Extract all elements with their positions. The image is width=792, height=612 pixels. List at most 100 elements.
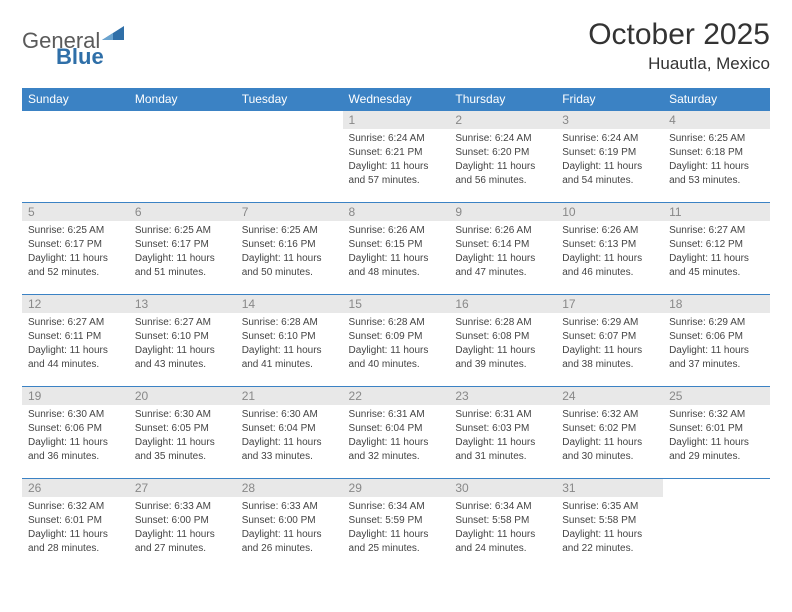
date-number: 1 xyxy=(343,111,450,129)
date-number: 31 xyxy=(556,479,663,497)
calendar-day-cell: 12Sunrise: 6:27 AMSunset: 6:11 PMDayligh… xyxy=(22,295,129,387)
location-label: Huautla, Mexico xyxy=(588,54,770,74)
day-detail: Sunrise: 6:33 AMSunset: 6:00 PMDaylight:… xyxy=(236,497,343,562)
date-number: 24 xyxy=(556,387,663,405)
day-detail: Sunrise: 6:25 AMSunset: 6:17 PMDaylight:… xyxy=(22,221,129,286)
date-number: 14 xyxy=(236,295,343,313)
day-sunset: Sunset: 6:10 PM xyxy=(242,330,337,343)
day-daylight2: and 30 minutes. xyxy=(562,450,657,463)
weekday-header: Sunday xyxy=(22,88,129,111)
day-daylight2: and 57 minutes. xyxy=(349,174,444,187)
day-daylight2: and 52 minutes. xyxy=(28,266,123,279)
day-sunset: Sunset: 6:10 PM xyxy=(135,330,230,343)
day-daylight1: Daylight: 11 hours xyxy=(562,344,657,357)
day-sunrise: Sunrise: 6:25 AM xyxy=(669,132,764,145)
calendar-day-cell: 17Sunrise: 6:29 AMSunset: 6:07 PMDayligh… xyxy=(556,295,663,387)
day-detail: Sunrise: 6:34 AMSunset: 5:58 PMDaylight:… xyxy=(449,497,556,562)
day-daylight2: and 27 minutes. xyxy=(135,542,230,555)
calendar-week-row: 19Sunrise: 6:30 AMSunset: 6:06 PMDayligh… xyxy=(22,387,770,479)
calendar-day-cell: 19Sunrise: 6:30 AMSunset: 6:06 PMDayligh… xyxy=(22,387,129,479)
day-detail: Sunrise: 6:27 AMSunset: 6:11 PMDaylight:… xyxy=(22,313,129,378)
day-sunrise: Sunrise: 6:28 AM xyxy=(349,316,444,329)
calendar-day-cell: 27Sunrise: 6:33 AMSunset: 6:00 PMDayligh… xyxy=(129,479,236,571)
day-daylight1: Daylight: 11 hours xyxy=(562,436,657,449)
day-sunrise: Sunrise: 6:33 AM xyxy=(135,500,230,513)
day-sunset: Sunset: 6:16 PM xyxy=(242,238,337,251)
date-number: 7 xyxy=(236,203,343,221)
day-sunrise: Sunrise: 6:26 AM xyxy=(349,224,444,237)
day-detail: Sunrise: 6:34 AMSunset: 5:59 PMDaylight:… xyxy=(343,497,450,562)
date-number: 25 xyxy=(663,387,770,405)
day-detail: Sunrise: 6:25 AMSunset: 6:16 PMDaylight:… xyxy=(236,221,343,286)
calendar-day-cell: 16Sunrise: 6:28 AMSunset: 6:08 PMDayligh… xyxy=(449,295,556,387)
day-sunrise: Sunrise: 6:34 AM xyxy=(349,500,444,513)
day-sunset: Sunset: 5:58 PM xyxy=(455,514,550,527)
day-sunset: Sunset: 6:15 PM xyxy=(349,238,444,251)
day-daylight2: and 46 minutes. xyxy=(562,266,657,279)
day-sunset: Sunset: 6:01 PM xyxy=(28,514,123,527)
calendar-day-cell: 23Sunrise: 6:31 AMSunset: 6:03 PMDayligh… xyxy=(449,387,556,479)
date-number: 9 xyxy=(449,203,556,221)
calendar-day-cell: 9Sunrise: 6:26 AMSunset: 6:14 PMDaylight… xyxy=(449,203,556,295)
day-detail: Sunrise: 6:28 AMSunset: 6:10 PMDaylight:… xyxy=(236,313,343,378)
day-daylight1: Daylight: 11 hours xyxy=(28,344,123,357)
day-daylight2: and 54 minutes. xyxy=(562,174,657,187)
day-detail: Sunrise: 6:24 AMSunset: 6:21 PMDaylight:… xyxy=(343,129,450,194)
page-header: General October 2025 Huautla, Mexico xyxy=(22,18,770,74)
day-sunrise: Sunrise: 6:24 AM xyxy=(562,132,657,145)
day-sunrise: Sunrise: 6:30 AM xyxy=(135,408,230,421)
day-sunrise: Sunrise: 6:29 AM xyxy=(562,316,657,329)
day-sunset: Sunset: 6:19 PM xyxy=(562,146,657,159)
day-detail: Sunrise: 6:24 AMSunset: 6:20 PMDaylight:… xyxy=(449,129,556,194)
day-daylight1: Daylight: 11 hours xyxy=(455,160,550,173)
calendar-day-cell: 7Sunrise: 6:25 AMSunset: 6:16 PMDaylight… xyxy=(236,203,343,295)
day-sunset: Sunset: 6:02 PM xyxy=(562,422,657,435)
date-number: 2 xyxy=(449,111,556,129)
day-sunset: Sunset: 6:04 PM xyxy=(242,422,337,435)
weekday-header: Friday xyxy=(556,88,663,111)
date-number: 26 xyxy=(22,479,129,497)
month-title: October 2025 xyxy=(588,18,770,52)
day-sunrise: Sunrise: 6:27 AM xyxy=(28,316,123,329)
calendar-day-cell: 26Sunrise: 6:32 AMSunset: 6:01 PMDayligh… xyxy=(22,479,129,571)
date-number: 10 xyxy=(556,203,663,221)
day-daylight1: Daylight: 11 hours xyxy=(135,436,230,449)
day-sunset: Sunset: 6:06 PM xyxy=(669,330,764,343)
day-daylight2: and 47 minutes. xyxy=(455,266,550,279)
day-daylight2: and 50 minutes. xyxy=(242,266,337,279)
day-sunrise: Sunrise: 6:24 AM xyxy=(455,132,550,145)
day-daylight2: and 45 minutes. xyxy=(669,266,764,279)
day-detail: Sunrise: 6:31 AMSunset: 6:03 PMDaylight:… xyxy=(449,405,556,470)
day-daylight1: Daylight: 11 hours xyxy=(455,436,550,449)
day-daylight2: and 25 minutes. xyxy=(349,542,444,555)
day-detail: Sunrise: 6:26 AMSunset: 6:13 PMDaylight:… xyxy=(556,221,663,286)
day-daylight2: and 56 minutes. xyxy=(455,174,550,187)
calendar-day-cell: 1Sunrise: 6:24 AMSunset: 6:21 PMDaylight… xyxy=(343,111,450,203)
calendar-day-cell: 15Sunrise: 6:28 AMSunset: 6:09 PMDayligh… xyxy=(343,295,450,387)
day-daylight2: and 29 minutes. xyxy=(669,450,764,463)
day-sunset: Sunset: 6:00 PM xyxy=(135,514,230,527)
day-sunrise: Sunrise: 6:27 AM xyxy=(669,224,764,237)
calendar-day-cell xyxy=(129,111,236,203)
day-sunset: Sunset: 6:08 PM xyxy=(455,330,550,343)
calendar-day-cell: 22Sunrise: 6:31 AMSunset: 6:04 PMDayligh… xyxy=(343,387,450,479)
day-sunrise: Sunrise: 6:26 AM xyxy=(562,224,657,237)
date-number: 12 xyxy=(22,295,129,313)
day-detail: Sunrise: 6:30 AMSunset: 6:05 PMDaylight:… xyxy=(129,405,236,470)
day-sunrise: Sunrise: 6:30 AM xyxy=(242,408,337,421)
day-daylight2: and 28 minutes. xyxy=(28,542,123,555)
day-detail: Sunrise: 6:26 AMSunset: 6:15 PMDaylight:… xyxy=(343,221,450,286)
day-sunrise: Sunrise: 6:28 AM xyxy=(455,316,550,329)
date-number xyxy=(663,479,770,497)
calendar-body: 1Sunrise: 6:24 AMSunset: 6:21 PMDaylight… xyxy=(22,111,770,571)
day-daylight2: and 22 minutes. xyxy=(562,542,657,555)
calendar-week-row: 12Sunrise: 6:27 AMSunset: 6:11 PMDayligh… xyxy=(22,295,770,387)
day-daylight1: Daylight: 11 hours xyxy=(135,252,230,265)
day-daylight1: Daylight: 11 hours xyxy=(135,344,230,357)
date-number: 16 xyxy=(449,295,556,313)
calendar-week-row: 26Sunrise: 6:32 AMSunset: 6:01 PMDayligh… xyxy=(22,479,770,571)
day-daylight1: Daylight: 11 hours xyxy=(349,252,444,265)
day-daylight1: Daylight: 11 hours xyxy=(562,160,657,173)
day-detail: Sunrise: 6:33 AMSunset: 6:00 PMDaylight:… xyxy=(129,497,236,562)
day-daylight1: Daylight: 11 hours xyxy=(669,344,764,357)
